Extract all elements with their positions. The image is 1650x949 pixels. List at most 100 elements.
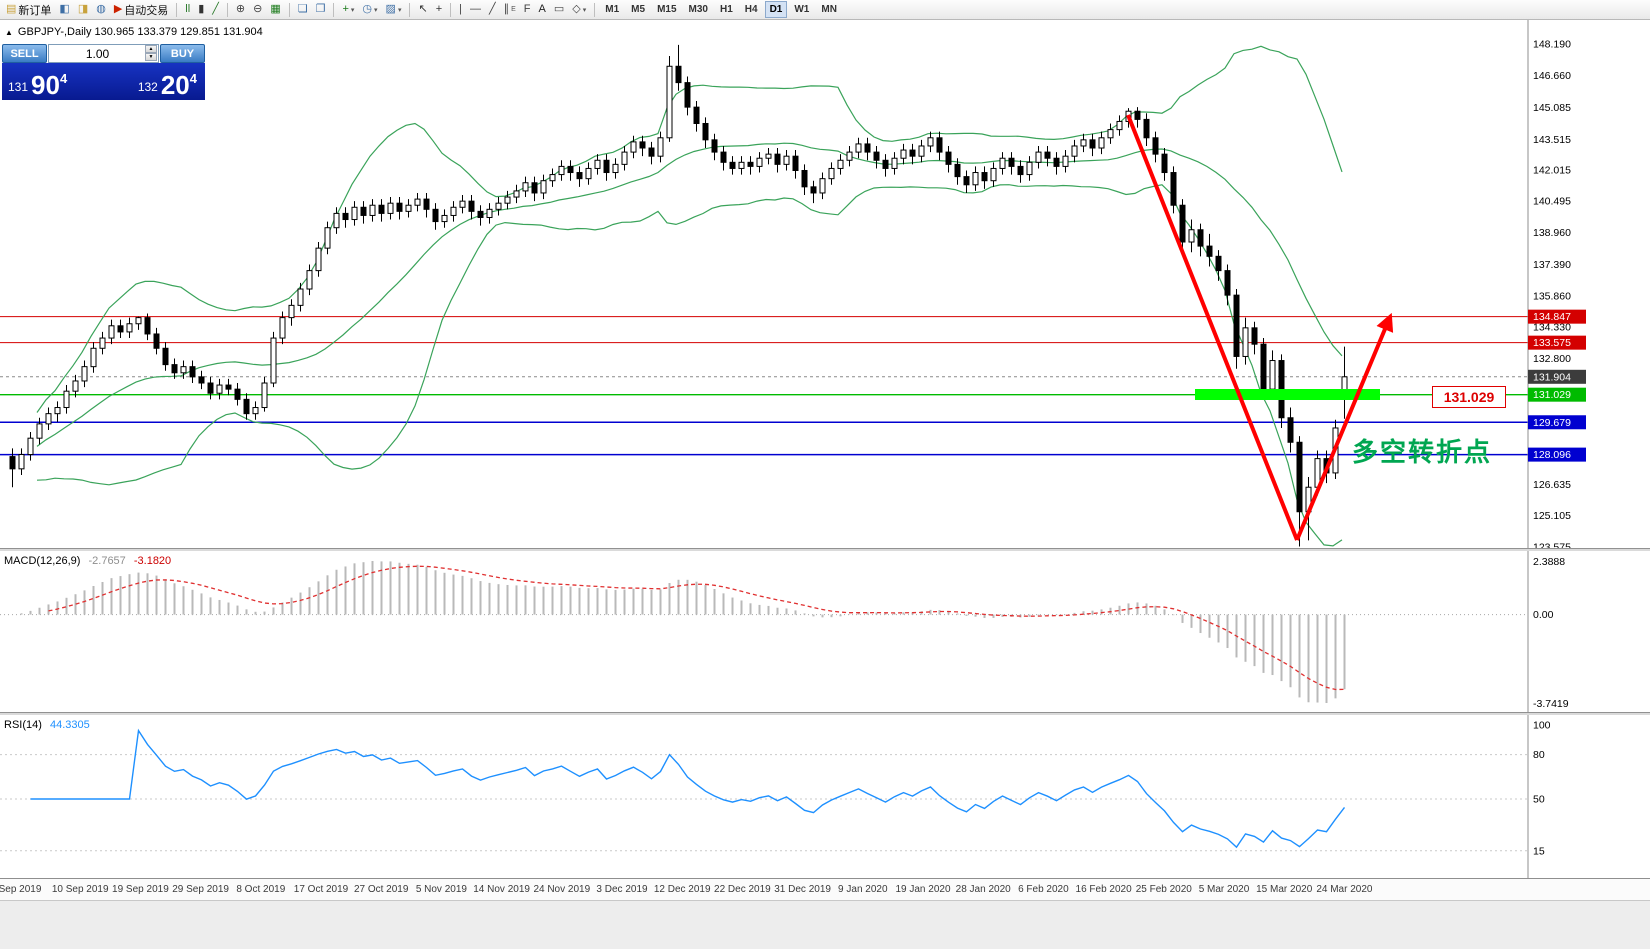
timeframe-w1[interactable]: W1 [789, 1, 814, 18]
candle-body [495, 202, 502, 210]
horizontal-line-icon: — [469, 3, 481, 15]
macd-axis[interactable] [1528, 551, 1650, 712]
candle-body [765, 153, 772, 159]
price-axis-label: 148.190 [1533, 39, 1571, 51]
zoom-out-button[interactable]: ⊖ [249, 1, 266, 18]
candle-body [234, 388, 241, 400]
text-label-button[interactable]: ▭ [550, 1, 568, 18]
candle-body [945, 151, 952, 165]
green-highlight-bar[interactable] [1195, 389, 1380, 400]
add-indicator-button[interactable]: + ▾ [338, 1, 358, 18]
timeframe-h1[interactable]: H1 [715, 1, 738, 18]
shapes-dropdown-icon[interactable]: ▾ [582, 6, 587, 14]
candle-body [54, 407, 61, 415]
price-axis[interactable] [1528, 20, 1650, 548]
date-label: 28 Jan 2020 [955, 884, 1011, 895]
panel-splitter[interactable] [0, 712, 1650, 715]
candle-body [1026, 161, 1033, 176]
candle-body [846, 151, 853, 161]
candle-body [702, 122, 709, 141]
candle-body [900, 149, 907, 159]
rsi-canvas[interactable]: 100 80 50 15 [0, 715, 1650, 878]
date-label: 22 Dec 2019 [714, 884, 771, 895]
new-order-button[interactable]: ▤ 新订单 [2, 1, 55, 18]
annotation-cn-text[interactable]: 多空转折点 [1352, 437, 1493, 467]
period-button[interactable]: ◷ ▾ [358, 1, 381, 18]
vertical-line-button[interactable]: | [455, 1, 466, 18]
sell-button[interactable]: SELL [2, 44, 47, 63]
buy-price[interactable]: 132 20 4 [137, 71, 197, 98]
timeframe-d1[interactable]: D1 [764, 1, 788, 18]
volume-up-button[interactable]: ▲ [145, 45, 157, 53]
candle-body [63, 390, 70, 409]
cascade-windows-button[interactable]: ❐ [312, 1, 330, 18]
market-watch-icon: ◨ [77, 3, 89, 15]
one-click-collapse-icon[interactable]: ▲ [5, 27, 13, 37]
price-callout-131029[interactable]: 131.029 [1432, 386, 1506, 408]
crosshair-button[interactable]: + [432, 1, 446, 18]
candle-body [963, 176, 970, 186]
rsi-axis[interactable] [1528, 715, 1650, 878]
price-chart-canvas[interactable]: 148.190 146.660 145.085 143.515 142.015 140.4… [0, 20, 1650, 548]
toolbar: ▤ 新订单 ◧ ◨ ◍ ▶ 自动交易 ll ▮ ╱ ⊕ ⊖ ▦ ❏ ❐ + ▾ ◷ ▾ ▨ ▾ ↖ + | — ╱ ∥ E F A ▭ ◇ ▾ M… [0, 0, 1650, 20]
macd-canvas[interactable]: 2.3888 0.00 -3.7419 [0, 551, 1650, 712]
timeframe-h4[interactable]: H4 [740, 1, 763, 18]
date-label: 24 Nov 2019 [533, 884, 591, 895]
channel-button[interactable]: ∥ E [500, 1, 520, 18]
timeframe-m15[interactable]: M15 [652, 1, 681, 18]
candle-body [261, 382, 268, 409]
panel-splitter[interactable] [0, 548, 1650, 551]
candle-body [504, 196, 511, 204]
buy-button[interactable]: BUY [160, 44, 205, 63]
market-watch-button[interactable]: ◨ [74, 1, 92, 18]
candle-body [36, 423, 43, 439]
timeframe-m30[interactable]: M30 [684, 1, 713, 18]
line-chart-type-button[interactable]: ╱ [208, 1, 223, 18]
bar-chart-type-button[interactable]: ll [181, 1, 194, 18]
date-label: 14 Nov 2019 [473, 884, 530, 895]
candle-body [1134, 110, 1141, 120]
period-dropdown-icon[interactable]: ▾ [374, 6, 378, 14]
grid-button[interactable]: ▦ [266, 1, 284, 18]
timeframe-m5[interactable]: M5 [626, 1, 650, 18]
time-axis[interactable]: Sep 2019 10 Sep 2019 19 Sep 2019 29 Sep 201… [0, 878, 1650, 900]
volume-down-button[interactable]: ▼ [145, 53, 157, 61]
candle-body [1098, 137, 1105, 149]
shapes-button[interactable]: ◇ ▾ [568, 1, 590, 18]
add-indicator-dropdown-icon[interactable]: ▾ [350, 6, 355, 14]
candle-body [792, 155, 799, 171]
trendline-button[interactable]: ╱ [485, 1, 500, 18]
trend-arrow-down[interactable] [1126, 114, 1299, 541]
candle-body [1233, 294, 1240, 357]
zoom-in-button[interactable]: ⊕ [232, 1, 249, 18]
cursor-icon: ↖ [418, 3, 428, 15]
candle-body [936, 137, 943, 153]
candle-body [828, 167, 835, 180]
timeframe-mn[interactable]: MN [816, 1, 842, 18]
bar-chart-type-icon: ll [185, 3, 191, 15]
rsi-axis-label: 15 [1533, 845, 1545, 857]
grid-icon: ▦ [270, 3, 281, 15]
navigator-button[interactable]: ◍ [92, 1, 110, 18]
buy-price-small: 132 [137, 80, 158, 94]
candle-body [135, 317, 142, 325]
trend-arrow-up[interactable] [1295, 312, 1394, 541]
volume-input[interactable] [48, 44, 159, 63]
chart-window-button[interactable]: ◧ [55, 1, 73, 18]
candle-body [1008, 157, 1015, 167]
date-label: 29 Sep 2019 [172, 884, 229, 895]
auto-trading-button[interactable]: ▶ 自动交易 [110, 1, 172, 18]
tile-windows-button[interactable]: ❏ [294, 1, 312, 18]
timeframe-m1[interactable]: M1 [600, 1, 624, 18]
fibonacci-button[interactable]: F [520, 1, 535, 18]
candlestick-chart-type-button[interactable]: ▮ [194, 1, 208, 18]
text-button[interactable]: A [535, 1, 550, 18]
horizontal-line-button[interactable]: — [466, 1, 485, 18]
cursor-button[interactable]: ↖ [414, 1, 431, 18]
template-dropdown-icon[interactable]: ▾ [397, 6, 402, 14]
price-axis-label: 146.660 [1533, 70, 1571, 82]
sell-price[interactable]: 131 90 4 [8, 71, 67, 98]
template-button[interactable]: ▨ ▾ [382, 1, 406, 18]
candle-body [315, 247, 322, 272]
price-axis-label: 142.015 [1533, 165, 1571, 177]
